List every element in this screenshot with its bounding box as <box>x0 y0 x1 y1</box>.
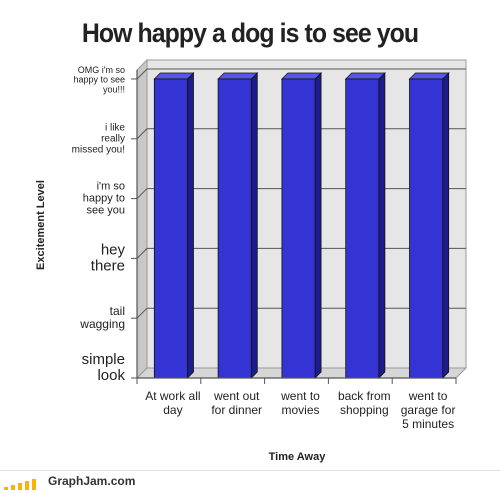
x-tick-label: went to movies <box>280 389 320 417</box>
gridline-side <box>136 248 148 259</box>
side-wall <box>136 58 148 380</box>
logo-bar <box>4 487 8 490</box>
logo-bar <box>18 483 22 490</box>
y-tick-label: OMG i'm so happy to see you!!! <box>73 65 125 94</box>
bar-top <box>217 72 259 80</box>
bar-front <box>409 78 444 379</box>
bar <box>344 72 386 379</box>
gridline-side <box>136 128 148 140</box>
bar-side <box>187 72 194 379</box>
gridline-side <box>136 68 148 80</box>
x-axis-label: Time Away <box>269 451 327 463</box>
bars <box>153 72 450 379</box>
bar-side <box>314 72 322 379</box>
axes <box>131 70 457 384</box>
bar <box>408 72 450 379</box>
gridline-side <box>136 188 148 199</box>
x-tick-label: back from shopping <box>338 389 391 417</box>
bar-top <box>408 72 450 80</box>
gridline-side <box>136 307 148 319</box>
graphjam-logo-icon <box>4 479 36 490</box>
bar-front <box>345 78 380 379</box>
y-tick-label: tail wagging <box>79 304 125 331</box>
bar-top <box>344 72 386 80</box>
x-tick-label: went to garage for 5 minutes <box>401 389 456 431</box>
bar-front <box>281 78 316 379</box>
bar <box>280 72 323 379</box>
y-axis-label: Excitement Level <box>35 180 47 270</box>
y-tick-labels: simple look tail wagging hey there i'm so happy… <box>72 65 126 384</box>
logo-bar <box>11 485 15 490</box>
chart-title: How happy a dog is to see you <box>81 18 419 48</box>
site-name: GraphJam.com <box>48 474 136 488</box>
y-tick-label: i like really missed you! <box>72 123 126 156</box>
x-tick-labels: At work all day went out for dinner went to m… <box>145 389 455 431</box>
footer: GraphJam.com <box>0 470 500 493</box>
logo-bar <box>32 479 36 490</box>
y-tick-label: simple look <box>82 351 126 384</box>
bar-side <box>442 72 450 379</box>
bar-side <box>378 72 386 379</box>
y-tick-label: i'm so happy to see you <box>83 181 125 217</box>
bar <box>153 72 195 379</box>
x-tick-label: At work all day <box>145 389 200 417</box>
x-tick-label: went out for dinner <box>211 389 262 417</box>
bar-front <box>153 78 188 379</box>
bar-top <box>153 72 195 80</box>
bar-top <box>280 72 323 80</box>
bar-side <box>250 72 258 379</box>
y-tick-label: hey there <box>91 241 126 274</box>
bar <box>217 72 259 379</box>
logo-bar <box>25 481 29 490</box>
bar-front <box>217 78 252 379</box>
